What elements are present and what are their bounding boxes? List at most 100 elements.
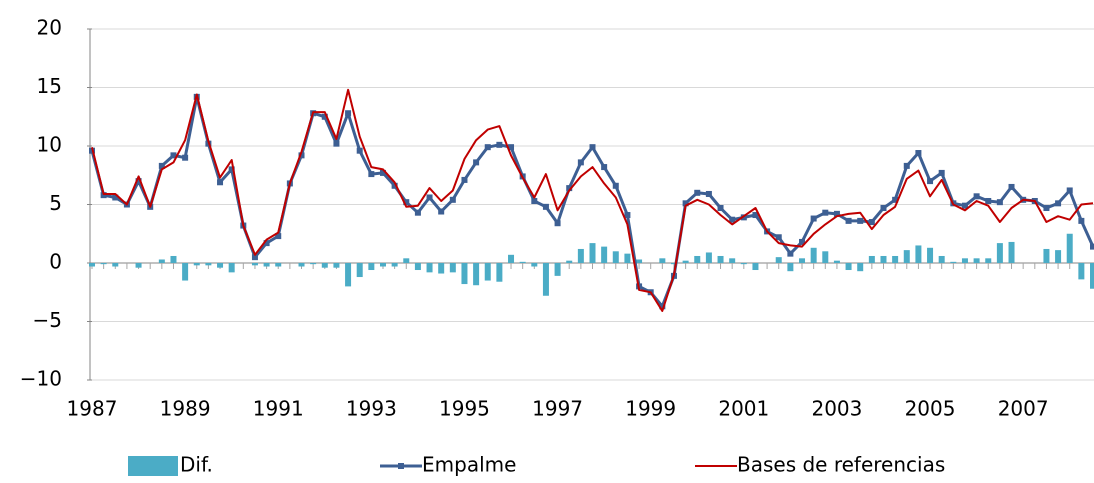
bar <box>321 263 328 268</box>
marker <box>717 205 724 212</box>
marker <box>787 250 794 257</box>
marker <box>170 152 177 159</box>
bar <box>1055 250 1062 263</box>
bar <box>1090 263 1094 289</box>
marker <box>705 190 712 197</box>
bar <box>996 243 1003 263</box>
y-tick-label: −10 <box>20 367 62 391</box>
bar <box>938 255 945 263</box>
bar <box>822 251 829 263</box>
bar <box>694 255 701 263</box>
marker <box>624 212 631 219</box>
bar <box>112 263 119 267</box>
bar <box>833 260 840 263</box>
x-tick-label: 2003 <box>811 397 862 421</box>
bar <box>449 263 456 273</box>
y-tick-label: −5 <box>33 308 62 332</box>
x-tick-label: 2001 <box>718 397 769 421</box>
marker <box>275 233 282 240</box>
bar <box>1008 241 1015 263</box>
x-tick-label: 2005 <box>905 397 956 421</box>
marker <box>182 154 189 161</box>
marker <box>682 200 689 207</box>
marker <box>927 178 934 185</box>
bar <box>729 258 736 263</box>
bar <box>845 263 852 271</box>
legend-marker <box>398 463 404 469</box>
bar <box>461 263 468 285</box>
bar <box>473 263 480 286</box>
marker <box>694 189 701 196</box>
bar <box>973 258 980 263</box>
marker <box>1008 183 1015 190</box>
legend-label: Bases de referencias <box>737 453 945 477</box>
bar <box>752 263 759 271</box>
x-tick-label: 1987 <box>67 397 118 421</box>
bar <box>705 252 712 263</box>
marker <box>263 240 270 247</box>
marker <box>577 159 584 166</box>
legend-label: Empalme <box>422 453 516 477</box>
bar <box>566 260 573 263</box>
bar <box>263 263 270 267</box>
marker <box>1078 217 1085 224</box>
marker <box>961 202 968 209</box>
marker <box>601 164 608 171</box>
bar <box>368 263 375 271</box>
line <box>91 88 1094 312</box>
bar <box>391 263 398 267</box>
bar <box>89 263 95 267</box>
x-tick-label: 1999 <box>625 397 676 421</box>
bar <box>810 247 817 263</box>
bar <box>170 255 177 263</box>
bar <box>1078 263 1085 280</box>
marker <box>985 197 992 204</box>
marker <box>903 162 910 169</box>
bar <box>950 261 957 263</box>
bar <box>915 245 922 263</box>
marker <box>810 215 817 222</box>
bar <box>589 243 596 263</box>
marker <box>775 234 782 241</box>
legend-label: Dif. <box>180 453 213 477</box>
bar <box>985 258 992 263</box>
bar <box>670 263 677 265</box>
bar <box>519 261 526 263</box>
bar <box>333 263 340 268</box>
bar <box>740 263 747 265</box>
marker <box>1090 243 1094 250</box>
marker <box>996 199 1003 206</box>
marker <box>403 199 410 206</box>
bar <box>100 263 107 265</box>
bar <box>577 248 584 263</box>
marker <box>461 176 468 183</box>
marker <box>1055 200 1062 207</box>
marker <box>1066 187 1073 194</box>
marker <box>589 144 596 151</box>
marker <box>135 178 142 185</box>
bar <box>612 251 619 263</box>
marker <box>449 196 456 203</box>
x-tick-label: 1997 <box>532 397 583 421</box>
marker <box>356 147 363 154</box>
y-tick-label: 20 <box>37 16 62 40</box>
x-tick-label: 1995 <box>439 397 490 421</box>
marker <box>379 169 386 176</box>
bar <box>484 263 491 281</box>
bar <box>310 263 317 265</box>
marker <box>298 152 305 159</box>
bar <box>717 255 724 263</box>
marker <box>554 220 561 227</box>
y-tick-label: 10 <box>37 133 62 157</box>
marker <box>228 166 235 173</box>
line <box>90 95 1094 308</box>
bar <box>193 263 200 266</box>
bar <box>426 263 433 273</box>
marker <box>345 110 352 117</box>
bar <box>857 263 864 272</box>
bar <box>682 260 689 263</box>
marker <box>414 209 421 216</box>
marker <box>799 238 806 245</box>
marker <box>438 208 445 215</box>
